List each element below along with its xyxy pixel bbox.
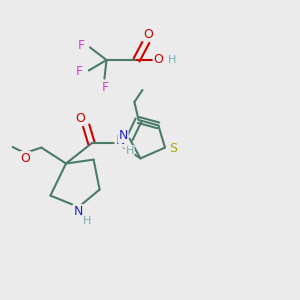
- Text: H: H: [83, 216, 91, 226]
- Text: N: N: [73, 205, 83, 218]
- Text: O: O: [154, 53, 163, 66]
- Text: N: N: [118, 129, 128, 142]
- Text: O: O: [75, 112, 85, 125]
- Text: N: N: [115, 134, 125, 147]
- Text: O: O: [143, 28, 153, 41]
- Text: F: F: [76, 65, 83, 78]
- Text: F: F: [102, 81, 109, 94]
- Text: H: H: [168, 55, 177, 65]
- Text: F: F: [77, 39, 85, 52]
- Text: H: H: [125, 146, 134, 156]
- Text: O: O: [21, 152, 30, 165]
- Text: S: S: [169, 142, 177, 155]
